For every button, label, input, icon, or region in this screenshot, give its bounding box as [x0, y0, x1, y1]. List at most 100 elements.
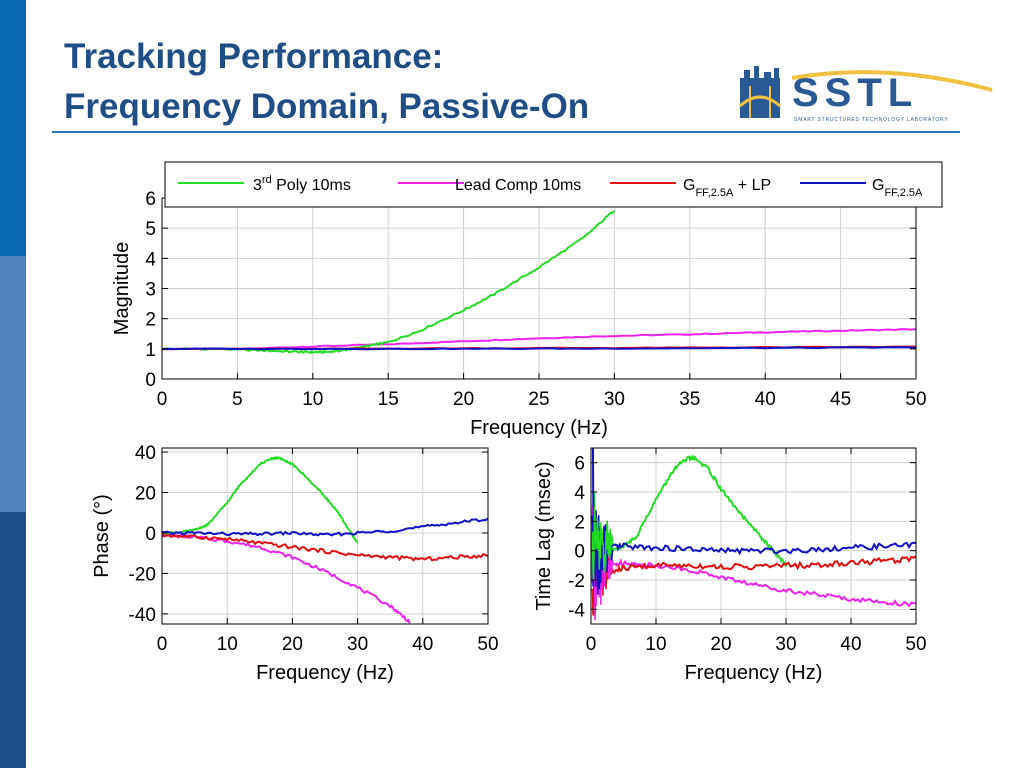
- phase-ytick-label: 40: [135, 443, 156, 464]
- magnitude-xtick-label: 40: [755, 389, 776, 410]
- magnitude-xtick-label: 50: [905, 389, 926, 410]
- magnitude-series-lead: [162, 328, 916, 351]
- skyline-icon: [738, 66, 782, 118]
- legend-label-sup: rd: [262, 174, 272, 186]
- timelag-xtick-label: 0: [586, 634, 597, 655]
- legend-item-gff: GFF,2.5A: [800, 177, 923, 199]
- timelag-ytick-label: 4: [574, 483, 585, 504]
- magnitude-series-poly: [162, 209, 616, 355]
- slide-title: Tracking Performance: Frequency Domain, …: [64, 32, 589, 132]
- legend-label-main: Lead Comp 10ms: [455, 177, 581, 194]
- legend-label-rest: + LP: [733, 177, 771, 194]
- phase-chart: 0 10 20 30 40 50 -40 -20 0 20 40 Frequency (Hz) Phas…: [91, 443, 499, 684]
- slide-sidebar: [0, 0, 26, 768]
- phase-series-gff: [162, 517, 488, 537]
- sstl-logo: SSTL SMART STRUCTURES TECHNOLOGY LABORAT…: [738, 66, 993, 123]
- timelag-xtick-label: 50: [905, 634, 926, 655]
- sidebar-band-bottom: [0, 512, 26, 768]
- slide-title-line1: Tracking Performance:: [64, 37, 444, 76]
- phase-xtick-label: 40: [412, 634, 433, 655]
- timelag-series-gff: [610, 541, 916, 556]
- legend-label-sub: FF,2.5A: [695, 187, 734, 199]
- legend-label-main: 3: [253, 177, 262, 194]
- legend-item-gff_lp: GFF,2.5A + LP: [610, 177, 771, 199]
- phase-ticks: [161, 448, 489, 624]
- timelag-axes-frame: [590, 447, 917, 625]
- chart-legend: 3rd Poly 10ms Lead Comp 10ms GFF,2.5A + LP…: [164, 161, 943, 208]
- timelag-chart: 0 10 20 30 40 50 -4 -2 0 2 4 6 Frequency (Hz) Time La…: [533, 447, 927, 684]
- magnitude-series-group: [162, 209, 916, 355]
- legend-item-poly: 3rd Poly 10ms: [178, 174, 351, 194]
- magnitude-ytick-label: 1: [145, 340, 156, 361]
- magnitude-ytick-label: 0: [145, 370, 156, 391]
- magnitude-xtick-label: 20: [453, 389, 474, 410]
- timelag-series-poly: [596, 454, 787, 568]
- timelag-plot-area: [591, 448, 916, 624]
- timelag-ytick-label: 6: [574, 454, 585, 475]
- legend-label-gff: GFF,2.5A: [872, 177, 923, 199]
- timelag-xtick-label: 40: [840, 634, 861, 655]
- phase-ytick-label: -40: [129, 605, 156, 626]
- phase-series-gff_lp: [162, 532, 488, 562]
- magnitude-xtick-label: 30: [604, 389, 625, 410]
- timelag-ytick-label: -2: [568, 571, 585, 592]
- legend-box: [164, 161, 943, 208]
- magnitude-ytick-label: 3: [145, 280, 156, 301]
- phase-ylabel: Phase (°): [91, 494, 113, 578]
- logo-wordmark: SSTL: [792, 71, 918, 115]
- timelag-ytick-label: -4: [568, 600, 585, 621]
- phase-xtick-label: 20: [282, 634, 303, 655]
- legend-item-lead: Lead Comp 10ms: [398, 177, 581, 194]
- phase-series-group: [162, 455, 488, 624]
- phase-xtick-label: 10: [217, 634, 238, 655]
- magnitude-ytick-label: 2: [145, 310, 156, 331]
- timelag-noise-poly: [591, 492, 614, 581]
- magnitude-xtick-label: 45: [830, 389, 851, 410]
- title-divider: [52, 131, 960, 133]
- slide-title-line2: Frequency Domain, Passive-On: [64, 87, 590, 126]
- magnitude-ytick-label: 6: [145, 189, 156, 210]
- timelag-series-gff_lp: [609, 555, 916, 576]
- phase-xtick-label: 0: [157, 634, 168, 655]
- sidebar-band-middle: [0, 256, 26, 512]
- legend-label-rest: Poly 10ms: [272, 177, 351, 194]
- sidebar-band-top: [0, 0, 26, 256]
- legend-label-main: G: [683, 177, 695, 194]
- magnitude-ytick-label: 4: [145, 249, 156, 270]
- timelag-ylabel: Time Lag (msec): [533, 461, 555, 610]
- magnitude-ytick-label: 5: [145, 219, 156, 240]
- magnitude-xtick-label: 10: [302, 389, 323, 410]
- phase-xlabel: Frequency (Hz): [256, 662, 394, 684]
- timelag-ytick-label: 2: [574, 512, 585, 533]
- magnitude-xtick-label: 15: [378, 389, 399, 410]
- legend-label-sub: FF,2.5A: [884, 187, 923, 199]
- phase-ytick-label: -20: [129, 564, 156, 585]
- magnitude-xtick-label: 35: [679, 389, 700, 410]
- timelag-ytick-label: 0: [574, 542, 585, 563]
- magnitude-series-gff: [162, 346, 916, 351]
- magnitude-xlabel: Frequency (Hz): [470, 417, 608, 439]
- legend-label-gff_lp: GFF,2.5A + LP: [683, 177, 771, 199]
- logo-subtitle: SMART STRUCTURES TECHNOLOGY LABORATORY: [794, 117, 949, 123]
- phase-axes-frame: [161, 447, 489, 625]
- phase-ytick-label: 0: [145, 524, 156, 545]
- magnitude-xtick-label: 5: [232, 389, 243, 410]
- phase-xtick-label: 50: [477, 634, 498, 655]
- legend-label-poly: 3rd Poly 10ms: [253, 174, 351, 194]
- magnitude-xtick-label: 0: [157, 389, 168, 410]
- timelag-grid: [590, 448, 917, 624]
- phase-ytick-label: 20: [135, 484, 156, 505]
- phase-series-poly: [162, 455, 359, 544]
- timelag-ticks: [590, 448, 917, 624]
- magnitude-ylabel: Magnitude: [111, 242, 133, 335]
- legend-label-lead: Lead Comp 10ms: [455, 177, 581, 194]
- phase-xtick-label: 30: [347, 634, 368, 655]
- legend-label-main: G: [872, 177, 884, 194]
- timelag-series-group: [596, 454, 916, 608]
- timelag-xtick-label: 20: [710, 634, 731, 655]
- timelag-xtick-label: 10: [645, 634, 666, 655]
- timelag-xlabel: Frequency (Hz): [685, 662, 823, 684]
- timelag-xtick-label: 30: [775, 634, 796, 655]
